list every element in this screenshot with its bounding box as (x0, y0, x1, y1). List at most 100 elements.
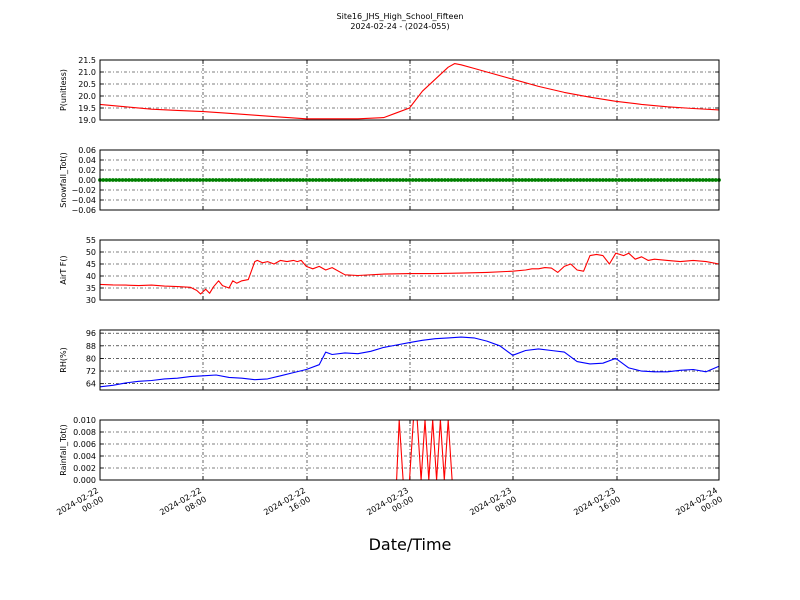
data-point (172, 178, 177, 182)
data-point (462, 178, 467, 182)
y-tick-label: 0.008 (73, 428, 96, 437)
data-point (294, 178, 299, 182)
data-point (475, 178, 480, 182)
data-point (417, 178, 422, 182)
data-point (243, 178, 247, 182)
data-point (210, 178, 215, 182)
data-point (530, 178, 534, 182)
data-point (491, 178, 496, 182)
data-point (110, 178, 115, 182)
data-point (397, 178, 402, 182)
data-point (584, 178, 589, 182)
series-line (99, 252, 720, 295)
panel-3: 55 50 45 40 35 30 AirT F() (59, 236, 720, 305)
data-point (578, 178, 583, 182)
data-point (630, 178, 634, 182)
data-point (581, 178, 586, 182)
data-point (352, 178, 357, 182)
data-point (549, 178, 554, 182)
y-tick-label: 21.0 (78, 68, 96, 77)
y-tick-label: 0.02 (78, 166, 96, 175)
data-point (414, 178, 418, 182)
data-point (194, 178, 199, 182)
data-point (223, 178, 228, 182)
figure-title: Site16_JHS_High_School_Fifteen (337, 12, 464, 21)
data-point (336, 178, 341, 182)
data-point (513, 178, 518, 182)
data-point (472, 178, 476, 182)
data-point (127, 178, 131, 182)
x-tick-label: 2024-02-2216:00 (262, 486, 312, 526)
data-point (436, 178, 441, 182)
data-point (381, 178, 386, 182)
data-point (426, 178, 431, 182)
y-tick-label: 96 (86, 329, 96, 338)
data-point (652, 178, 657, 182)
data-point (175, 178, 180, 182)
data-point (149, 178, 154, 182)
data-point (356, 178, 360, 182)
data-point (291, 178, 296, 182)
data-point (423, 178, 428, 182)
data-point (697, 178, 702, 182)
data-point (523, 178, 528, 182)
data-point (488, 178, 492, 182)
plot-frame (99, 329, 720, 391)
data-point (317, 178, 322, 182)
y-axis-label: AirT F() (59, 255, 68, 284)
data-point (227, 178, 231, 182)
data-point (181, 178, 186, 182)
data-point (146, 178, 151, 182)
data-point (604, 178, 609, 182)
data-point (504, 178, 509, 182)
data-point (501, 178, 505, 182)
y-tick-label: 0.010 (73, 416, 96, 425)
data-point (520, 178, 525, 182)
y-axis-label: RH(%) (59, 347, 68, 372)
data-point (191, 178, 196, 182)
y-tick-label: 72 (86, 367, 96, 376)
data-point (314, 178, 318, 182)
data-point (368, 178, 373, 182)
data-point (565, 178, 570, 182)
data-point (188, 178, 193, 182)
data-point (552, 178, 557, 182)
y-tick-label: 64 (86, 380, 96, 389)
data-point (439, 178, 444, 182)
series-points (98, 178, 721, 182)
data-point (120, 178, 125, 182)
data-point (275, 178, 280, 182)
data-point (449, 178, 454, 182)
data-point (378, 178, 383, 182)
data-point (597, 178, 602, 182)
data-point (617, 178, 621, 182)
y-tick-label: 0.004 (73, 452, 96, 461)
data-point (546, 178, 551, 182)
plot-frame (99, 149, 720, 211)
data-point (130, 178, 135, 182)
data-point (217, 178, 222, 182)
data-point (333, 178, 338, 182)
data-point (104, 178, 109, 182)
data-point (555, 178, 560, 182)
data-point (655, 178, 660, 182)
data-point (133, 178, 138, 182)
y-tick-label: 20.0 (78, 92, 96, 101)
plot-frame (99, 419, 720, 481)
data-point (372, 178, 376, 182)
y-tick-label: 50 (86, 248, 96, 257)
data-point (114, 178, 119, 182)
y-tick-label: 19.5 (78, 104, 96, 113)
data-point (623, 178, 628, 182)
y-axis-label: Rainfall_Tot() (59, 424, 68, 476)
data-point (607, 178, 612, 182)
data-point (510, 178, 515, 182)
data-point (430, 178, 434, 182)
data-point (539, 178, 544, 182)
data-point (613, 178, 618, 182)
data-point (107, 178, 112, 182)
data-point (633, 178, 638, 182)
data-point (272, 178, 276, 182)
y-tick-label: −0.04 (71, 196, 96, 205)
data-point (646, 178, 650, 182)
